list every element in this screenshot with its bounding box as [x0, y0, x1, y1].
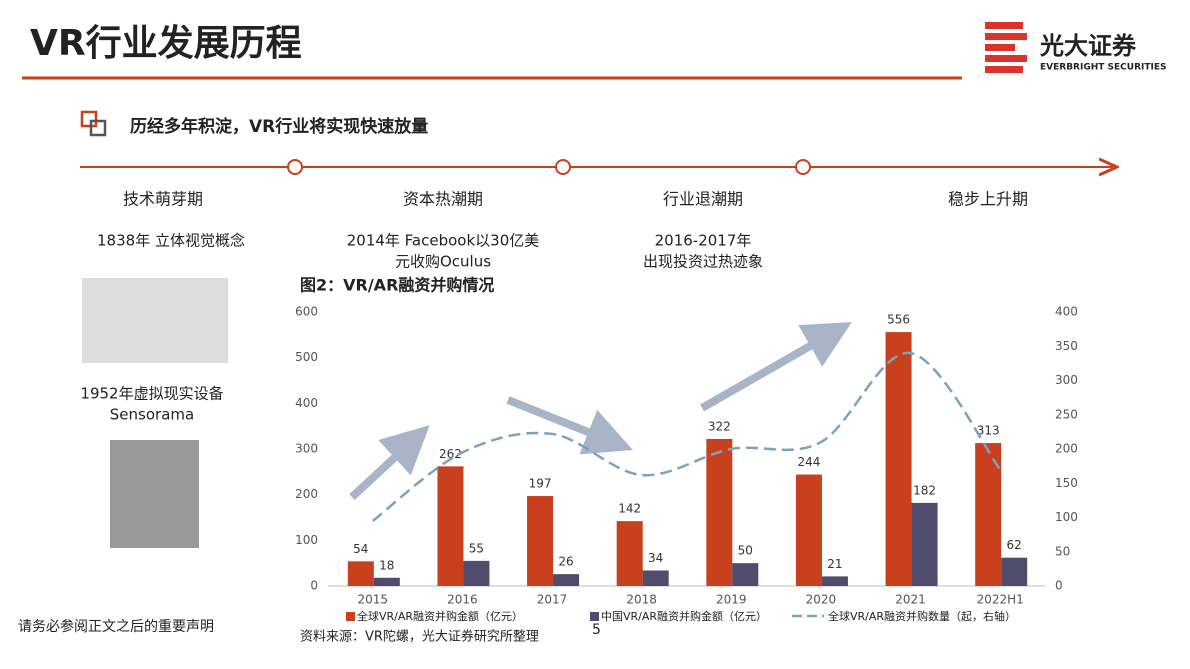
- photo-stereoscope: [82, 278, 228, 363]
- timeline-node: [287, 159, 303, 175]
- y2-tick-label: 250: [1055, 407, 1078, 421]
- bar: [706, 438, 733, 586]
- phase-description: 1838年 立体视觉概念: [97, 232, 245, 250]
- legend-label: 中国VR/AR融资并购金额（亿元）: [601, 609, 767, 623]
- bar: [821, 576, 848, 586]
- phase-description: 出现投资过热迹象: [643, 253, 763, 271]
- bar: [463, 560, 490, 586]
- y2-tick-label: 150: [1055, 476, 1078, 490]
- bar: [437, 466, 464, 586]
- bar-label: 18: [379, 558, 394, 572]
- y-tick-label: 0: [310, 579, 318, 593]
- bullet-icon: [89, 119, 107, 137]
- bar-label: 21: [827, 557, 842, 571]
- x-tick-label: 2015: [358, 593, 389, 607]
- bar: [553, 574, 580, 586]
- bar-label: 34: [648, 551, 663, 565]
- bar-label: 322: [708, 419, 731, 433]
- y-tick-label: 100: [295, 533, 318, 547]
- phase-description: 2016-2017年: [655, 232, 752, 250]
- bar-label: 50: [738, 544, 753, 558]
- page-number: 5: [592, 622, 601, 638]
- bar-label: 313: [977, 424, 1000, 438]
- bar-label: 55: [469, 541, 484, 555]
- bar-label: 556: [887, 313, 910, 327]
- trend-arrows: [349, 322, 852, 500]
- bar-label: 54: [353, 542, 368, 556]
- bullet-icon: [80, 110, 98, 128]
- logo-icon: [985, 22, 1027, 73]
- x-tick-label: 2017: [537, 593, 568, 607]
- bar-label: 182: [913, 483, 936, 497]
- y2-tick-label: 300: [1055, 373, 1078, 387]
- x-tick-label: 2019: [716, 593, 747, 607]
- bar-label: 262: [439, 447, 462, 461]
- slide-title: VR行业发展历程: [30, 23, 302, 64]
- bar: [795, 474, 822, 586]
- legend-swatch: [346, 612, 355, 621]
- subtitle: 历经多年积淀，VR行业将实现快速放量: [130, 116, 428, 137]
- bar: [527, 496, 554, 586]
- bar: [911, 502, 938, 586]
- y-tick-label: 600: [295, 305, 318, 319]
- y2-tick-label: 100: [1055, 510, 1078, 524]
- bar: [885, 332, 912, 586]
- x-tick-label: 2021: [895, 593, 926, 607]
- legend-swatch: [590, 612, 599, 621]
- logo-name: 光大证券: [1039, 32, 1137, 60]
- bar: [347, 561, 374, 586]
- photo-sensorama: [110, 440, 199, 548]
- phase-name: 稳步上升期: [948, 190, 1028, 209]
- line-series: [372, 351, 1002, 522]
- y-tick-label: 300: [295, 442, 318, 456]
- timeline-node: [795, 159, 811, 175]
- bar: [642, 570, 669, 586]
- phase-name: 资本热潮期: [403, 190, 483, 209]
- bar-label: 244: [797, 455, 820, 469]
- chart-title: 图2：VR/AR融资并购情况: [300, 276, 494, 295]
- y2-tick-label: 350: [1055, 339, 1078, 353]
- bar: [732, 563, 759, 586]
- y2-tick-label: 200: [1055, 442, 1078, 456]
- bar: [373, 577, 400, 586]
- y-tick-label: 200: [295, 487, 318, 501]
- phase-name: 技术萌芽期: [123, 190, 203, 209]
- bar: [1001, 557, 1028, 586]
- bar-label: 197: [529, 477, 552, 491]
- footer-note: 请务必参阅正文之后的重要声明: [18, 618, 214, 635]
- bar-label: 62: [1007, 538, 1022, 552]
- bar: [616, 521, 643, 586]
- x-tick-label: 2018: [626, 593, 657, 607]
- logo-subtitle: EVERBRIGHT SECURITIES: [1040, 63, 1166, 73]
- bar-label: 142: [618, 502, 641, 516]
- device-caption: Sensorama: [110, 406, 194, 424]
- legend-label: 全球VR/AR融资并购数量（起，右轴）: [828, 609, 1016, 623]
- y-tick-label: 500: [295, 350, 318, 364]
- y2-tick-label: 400: [1055, 305, 1078, 319]
- y2-tick-label: 0: [1055, 579, 1063, 593]
- x-tick-label: 2020: [806, 593, 837, 607]
- phase-name: 行业退潮期: [663, 190, 743, 209]
- legend-label: 全球VR/AR融资并购金额（亿元）: [357, 609, 523, 623]
- phase-description: 2014年 Facebook以30亿美: [347, 232, 540, 250]
- timeline-node: [555, 159, 571, 175]
- x-tick-label: 2016: [447, 593, 478, 607]
- source: 资料来源：VR陀螺，光大证券研究所整理: [300, 629, 539, 645]
- device-caption: 1952年虚拟现实设备: [80, 385, 223, 403]
- phase-description: 元收购Oculus: [395, 253, 491, 271]
- x-tick-label: 2022H1: [977, 593, 1024, 607]
- y2-tick-label: 50: [1055, 544, 1070, 558]
- y-tick-label: 400: [295, 396, 318, 410]
- bar-label: 26: [558, 555, 573, 569]
